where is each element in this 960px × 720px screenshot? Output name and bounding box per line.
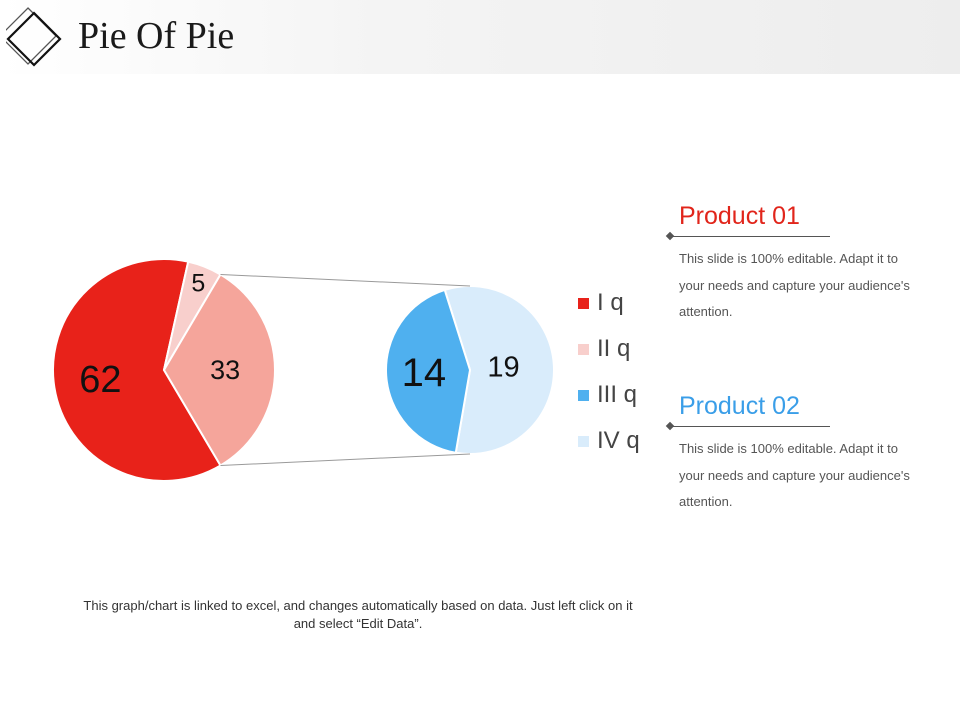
divider <box>670 426 830 427</box>
pie-data-label[interactable]: 62 <box>79 359 121 401</box>
connector-line-bottom[interactable] <box>220 453 471 466</box>
legend-label: III q <box>597 381 638 408</box>
legend-label: II q <box>597 335 631 362</box>
title-bar: Pie Of Pie <box>0 0 960 74</box>
legend-swatch <box>578 389 589 401</box>
pie-slice-33[interactable] <box>162 273 276 467</box>
secondary-pie-slice-19[interactable] <box>443 285 555 455</box>
legend-swatch <box>578 343 589 355</box>
secondary-pie-data-label[interactable]: 14 <box>402 351 447 395</box>
pie-slice-62[interactable] <box>51 258 222 482</box>
divider <box>670 236 830 237</box>
product-02-description: This slide is 100% editable. Adapt it to… <box>679 441 910 509</box>
product-01-title: Product 01 <box>679 202 800 230</box>
secondary-pie-slice-14[interactable] <box>385 288 472 454</box>
legend-item-q1[interactable]: I q <box>578 288 624 318</box>
product-01-description: This slide is 100% editable. Adapt it to… <box>679 251 910 319</box>
pie-data-label[interactable]: 33 <box>210 355 240 385</box>
page-title: Pie Of Pie <box>78 15 235 57</box>
legend-label: I q <box>597 289 624 316</box>
legend-label: IV q <box>597 427 640 454</box>
connector-line-top[interactable] <box>220 274 471 287</box>
legend-swatch <box>578 435 589 447</box>
product-02-title: Product 02 <box>679 392 800 420</box>
diamond-logo-icon <box>6 7 62 67</box>
pie-data-label[interactable]: 5 <box>191 269 205 297</box>
legend-item-q4[interactable]: IV q <box>578 426 640 456</box>
legend-item-q2[interactable]: II q <box>578 334 630 364</box>
secondary-pie-data-label[interactable]: 19 <box>487 352 519 384</box>
chart-footnote: This graph/chart is linked to excel, and… <box>83 598 633 631</box>
legend-item-q3[interactable]: III q <box>578 380 637 410</box>
legend-swatch <box>578 297 589 309</box>
